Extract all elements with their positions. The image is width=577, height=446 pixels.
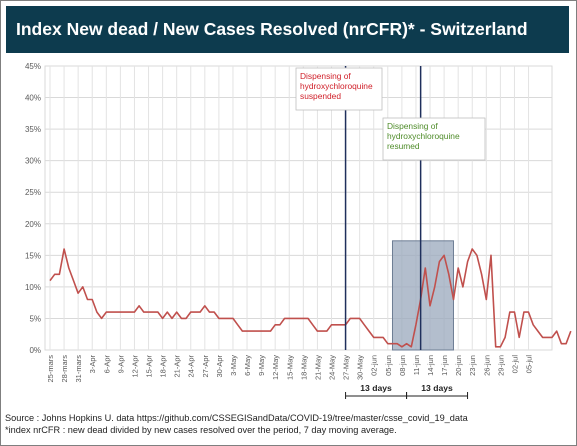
plot-area xyxy=(44,65,553,351)
x-tick-label: 12-May xyxy=(271,355,280,380)
x-tick-label: 21-Apr xyxy=(173,355,182,378)
x-tick-label: 08-jun xyxy=(398,355,407,376)
x-tick-label: 18-Apr xyxy=(159,355,168,378)
x-tick-label: 02-jun xyxy=(370,355,379,376)
x-tick-label: 26-jun xyxy=(482,355,491,376)
x-tick-label: 17-jun xyxy=(440,355,449,376)
x-tick-label: 27-May xyxy=(342,355,351,380)
y-tick-label: 10% xyxy=(25,283,41,292)
x-tick-label: 24-Apr xyxy=(187,355,196,378)
y-tick-label: 15% xyxy=(25,251,41,260)
event-label-text: Dispensing of xyxy=(387,121,438,131)
y-tick-label: 5% xyxy=(29,314,41,323)
bracket-label: 13 days xyxy=(421,383,453,393)
x-tick-label: 24-May xyxy=(327,355,336,380)
x-tick-label: 30-May xyxy=(356,355,365,380)
x-tick-label: 29-jun xyxy=(496,355,505,376)
x-tick-label: 05-jun xyxy=(384,355,393,376)
event-label-text: suspended xyxy=(300,91,341,101)
x-tick-label: 02-jul xyxy=(510,355,519,374)
x-tick-label: 12-Apr xyxy=(130,355,139,378)
event-label-box xyxy=(295,67,383,111)
x-tick-label: 30-Apr xyxy=(215,355,224,378)
x-tick-label: 3-May xyxy=(229,355,238,376)
y-tick-label: 45% xyxy=(25,62,41,71)
event-label-text: resumed xyxy=(387,141,420,151)
shaded-period xyxy=(391,240,454,351)
x-tick-label: 11-jun xyxy=(412,355,421,375)
y-tick-label: 20% xyxy=(25,220,41,229)
bracket-label: 13 days xyxy=(360,383,392,393)
x-tick-label: 9-Apr xyxy=(116,355,125,374)
y-tick-label: 0% xyxy=(29,346,41,355)
title-bar: Index New dead / New Cases Resolved (nrC… xyxy=(6,6,569,53)
x-tick-label: 18-May xyxy=(299,355,308,380)
x-tick-label: 25-mars xyxy=(46,355,55,383)
event-label-text: hydroxychloroquine xyxy=(387,131,460,141)
x-tick-label: 05-jul xyxy=(525,355,534,374)
event-label-text: Dispensing of xyxy=(300,71,351,81)
x-tick-label: 31-mars xyxy=(74,355,83,383)
x-tick-label: 14-jun xyxy=(426,355,435,376)
x-tick-label: 6-Apr xyxy=(102,355,111,374)
x-tick-label: 20-jun xyxy=(454,355,463,376)
event-label-box xyxy=(382,117,486,161)
x-tick-label: 9-May xyxy=(257,355,266,376)
series-line-nrcfr xyxy=(49,248,572,348)
x-tick-label: 6-May xyxy=(243,355,252,376)
x-tick-label: 23-jun xyxy=(468,355,477,376)
x-tick-label: 27-Apr xyxy=(201,355,210,378)
chart-title: Index New dead / New Cases Resolved (nrC… xyxy=(16,19,528,39)
source-note: Source : Johns Hopkins U. data https://g… xyxy=(5,413,468,423)
x-tick-label: 28-mars xyxy=(60,355,69,383)
x-tick-label: 15-May xyxy=(285,355,294,380)
x-tick-label: 3-Apr xyxy=(88,355,97,374)
y-tick-label: 25% xyxy=(25,188,41,197)
y-tick-label: 40% xyxy=(25,94,41,103)
x-tick-label: 15-Apr xyxy=(145,355,154,378)
y-tick-label: 30% xyxy=(25,157,41,166)
event-label-text: hydroxychloroquine xyxy=(300,81,373,91)
footnote: *index nrCFR : new dead divided by new c… xyxy=(5,425,397,435)
x-tick-label: 21-May xyxy=(313,355,322,380)
y-tick-label: 35% xyxy=(25,125,41,134)
